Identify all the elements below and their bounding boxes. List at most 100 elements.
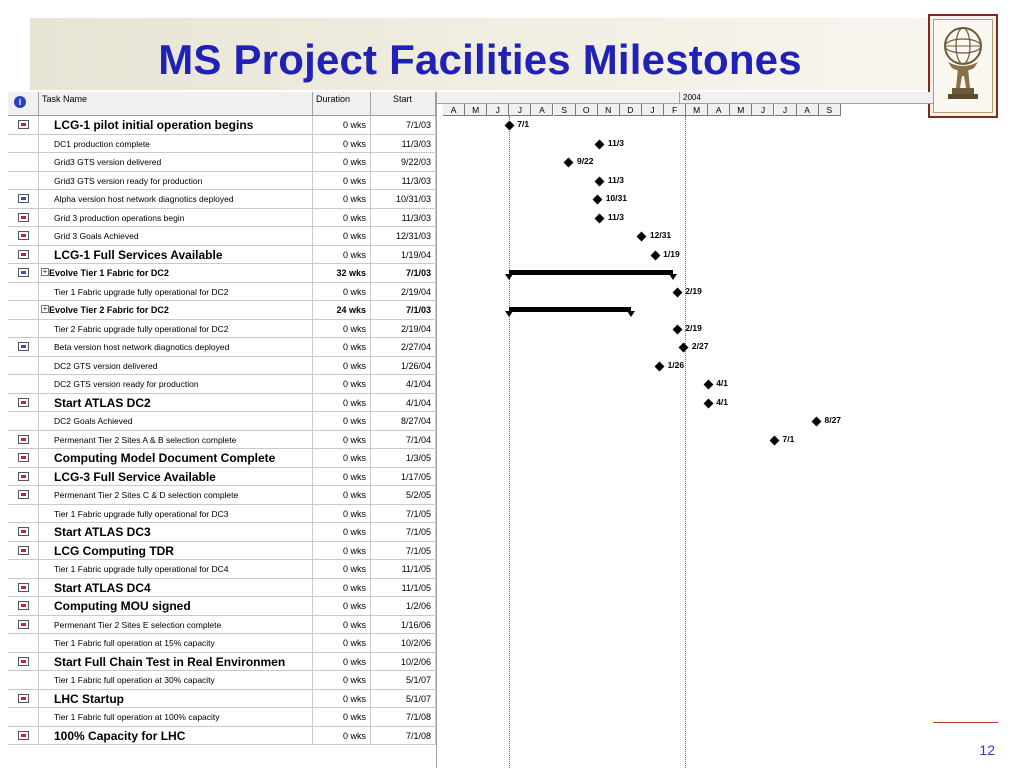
task-name-cell[interactable]: Tier 1 Fabric full operation at 30% capa…	[39, 671, 313, 689]
expand-toggle-icon[interactable]: +	[41, 304, 49, 313]
table-row[interactable]: Grid 3 Goals Achieved 0 wks 12/31/03	[8, 227, 436, 246]
task-name-cell[interactable]: LHC Startup	[39, 689, 313, 707]
duration-cell[interactable]: 0 wks	[313, 393, 371, 411]
task-name-cell[interactable]: Start Full Chain Test in Real Environmen	[39, 652, 313, 670]
start-cell[interactable]: 1/26/04	[371, 356, 436, 374]
start-cell[interactable]: 2/19/04	[371, 319, 436, 337]
task-name-cell[interactable]: DC1 production complete	[39, 134, 313, 152]
duration-cell[interactable]: 0 wks	[313, 208, 371, 226]
start-cell[interactable]: 5/2/05	[371, 486, 436, 504]
start-cell[interactable]: 2/19/04	[371, 282, 436, 300]
start-cell[interactable]: 7/1/05	[371, 541, 436, 559]
task-name-cell[interactable]: Grid3 GTS version delivered	[39, 153, 313, 171]
table-row[interactable]: Grid3 GTS version delivered 0 wks 9/22/03	[8, 153, 436, 172]
expand-toggle-icon[interactable]: +	[41, 267, 49, 276]
duration-cell[interactable]: 0 wks	[313, 578, 371, 596]
duration-cell[interactable]: 0 wks	[313, 671, 371, 689]
milestone-diamond[interactable]	[654, 361, 665, 371]
duration-cell[interactable]: 0 wks	[313, 190, 371, 208]
task-name-cell[interactable]: DC2 Goals Achieved	[39, 412, 313, 430]
task-name-cell[interactable]: Computing Model Document Complete	[39, 449, 313, 467]
milestone-diamond[interactable]	[650, 250, 661, 260]
duration-cell[interactable]: 0 wks	[313, 171, 371, 189]
table-row[interactable]: Alpha version host network diagnotics de…	[8, 190, 436, 209]
task-name-cell[interactable]: Tier 1 Fabric full operation at 15% capa…	[39, 634, 313, 652]
start-cell[interactable]: 11/3/03	[371, 134, 436, 152]
task-name-cell[interactable]: + Evolve Tier 2 Fabric for DC2	[39, 301, 313, 319]
start-cell[interactable]: 1/2/06	[371, 597, 436, 615]
task-name-cell[interactable]: LCG Computing TDR	[39, 541, 313, 559]
table-row[interactable]: DC2 Goals Achieved 0 wks 8/27/04	[8, 412, 436, 431]
table-row[interactable]: Tier 1 Fabric full operation at 30% capa…	[8, 671, 436, 690]
task-name-cell[interactable]: Computing MOU signed	[39, 597, 313, 615]
table-row[interactable]: + Evolve Tier 1 Fabric for DC2 32 wks 7/1/0…	[8, 264, 436, 283]
table-row[interactable]: DC2 GTS version ready for production 0 wk…	[8, 375, 436, 394]
task-name-cell[interactable]: Start ATLAS DC4	[39, 578, 313, 596]
duration-cell[interactable]: 0 wks	[313, 338, 371, 356]
duration-cell[interactable]: 0 wks	[313, 430, 371, 448]
milestone-diamond[interactable]	[594, 139, 605, 149]
task-name-cell[interactable]: Tier 1 Fabric upgrade fully operational …	[39, 282, 313, 300]
duration-cell[interactable]: 0 wks	[313, 652, 371, 670]
table-row[interactable]: Start ATLAS DC4 0 wks 11/1/05	[8, 578, 436, 597]
duration-cell[interactable]: 0 wks	[313, 449, 371, 467]
milestone-diamond[interactable]	[703, 398, 714, 408]
task-name-cell[interactable]: Permenant Tier 2 Sites A & B selection c…	[39, 430, 313, 448]
table-row[interactable]: LHC Startup 0 wks 5/1/07	[8, 689, 436, 708]
task-name-cell[interactable]: Grid 3 Goals Achieved	[39, 227, 313, 245]
start-cell[interactable]: 10/31/03	[371, 190, 436, 208]
task-name-cell[interactable]: Alpha version host network diagnotics de…	[39, 190, 313, 208]
start-cell[interactable]: 1/17/05	[371, 467, 436, 485]
milestone-diamond[interactable]	[672, 287, 683, 297]
duration-cell[interactable]: 0 wks	[313, 282, 371, 300]
start-cell[interactable]: 2/27/04	[371, 338, 436, 356]
duration-cell[interactable]: 0 wks	[313, 486, 371, 504]
duration-cell[interactable]: 0 wks	[313, 245, 371, 263]
duration-cell[interactable]: 0 wks	[313, 541, 371, 559]
task-name-cell[interactable]: 100% Capacity for LHC	[39, 726, 313, 744]
duration-cell[interactable]: 0 wks	[313, 356, 371, 374]
start-cell[interactable]: 7/1/05	[371, 504, 436, 522]
start-cell[interactable]: 11/3/03	[371, 208, 436, 226]
duration-cell[interactable]: 0 wks	[313, 689, 371, 707]
table-row[interactable]: Tier 1 Fabric upgrade fully operational …	[8, 504, 436, 523]
table-row[interactable]: Tier 2 Fabric upgrade fully operational …	[8, 319, 436, 338]
summary-bar[interactable]	[509, 307, 631, 312]
duration-cell[interactable]: 0 wks	[313, 560, 371, 578]
start-cell[interactable]: 11/1/05	[371, 578, 436, 596]
duration-cell[interactable]: 0 wks	[313, 504, 371, 522]
start-cell[interactable]: 11/1/05	[371, 560, 436, 578]
duration-cell[interactable]: 0 wks	[313, 375, 371, 393]
table-row[interactable]: Start ATLAS DC3 0 wks 7/1/05	[8, 523, 436, 542]
start-cell[interactable]: 1/3/05	[371, 449, 436, 467]
milestone-diamond[interactable]	[592, 194, 603, 205]
duration-cell[interactable]: 0 wks	[313, 227, 371, 245]
task-name-cell[interactable]: LCG-3 Full Service Available	[39, 467, 313, 485]
start-cell[interactable]: 7/1/03	[371, 301, 436, 319]
task-name-cell[interactable]: + Evolve Tier 1 Fabric for DC2	[39, 264, 313, 282]
milestone-diamond[interactable]	[636, 231, 647, 242]
start-cell[interactable]: 7/1/03	[371, 116, 436, 134]
task-name-cell[interactable]: Tier 1 Fabric upgrade fully operational …	[39, 560, 313, 578]
table-row[interactable]: + Evolve Tier 2 Fabric for DC2 24 wks 7/1/0…	[8, 301, 436, 320]
table-row[interactable]: Permenant Tier 2 Sites C & D selection c…	[8, 486, 436, 505]
table-row[interactable]: Beta version host network diagnotics dep…	[8, 338, 436, 357]
milestone-diamond[interactable]	[564, 157, 574, 168]
table-row[interactable]: Grid 3 production operations begin 0 wks 1…	[8, 208, 436, 227]
task-name-cell[interactable]: Tier 1 Fabric upgrade fully operational …	[39, 504, 313, 522]
table-row[interactable]: Start ATLAS DC2 0 wks 4/1/04	[8, 393, 436, 412]
task-name-cell[interactable]: Permenant Tier 2 Sites E selection compl…	[39, 615, 313, 633]
duration-cell[interactable]: 0 wks	[313, 597, 371, 615]
table-row[interactable]: DC1 production complete 0 wks 11/3/03	[8, 134, 436, 153]
start-cell[interactable]: 1/19/04	[371, 245, 436, 263]
task-name-cell[interactable]: LCG-1 pilot initial operation begins	[39, 116, 313, 134]
start-cell[interactable]: 7/1/08	[371, 708, 436, 726]
info-column-header[interactable]: i	[8, 92, 39, 116]
duration-cell[interactable]: 0 wks	[313, 153, 371, 171]
table-row[interactable]: Grid3 GTS version ready for production 0 …	[8, 171, 436, 190]
start-cell[interactable]: 7/1/04	[371, 430, 436, 448]
table-row[interactable]: 100% Capacity for LHC 0 wks 7/1/08	[8, 726, 436, 745]
start-cell[interactable]: 10/2/06	[371, 634, 436, 652]
start-cell[interactable]: 9/22/03	[371, 153, 436, 171]
start-cell[interactable]: 7/1/08	[371, 726, 436, 744]
